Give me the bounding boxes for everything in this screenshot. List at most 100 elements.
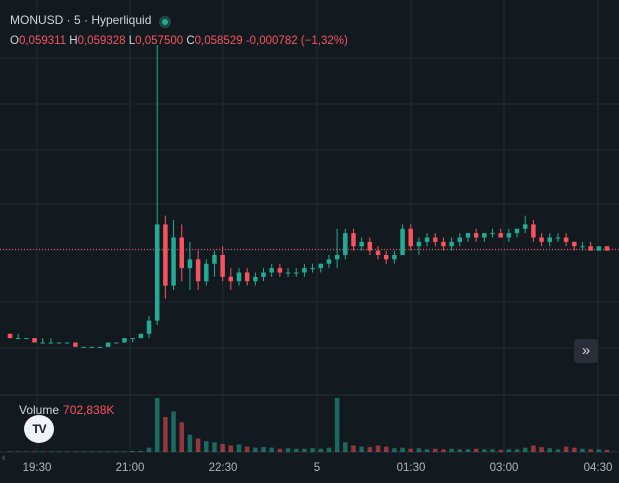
volume-bar [604, 449, 610, 452]
candle-body [64, 342, 70, 344]
candle-body [146, 320, 152, 334]
candle-body [522, 224, 528, 229]
candle-body [433, 237, 438, 242]
volume-bar [318, 448, 324, 452]
volume-bar [187, 434, 193, 452]
volume-bar [351, 445, 356, 452]
volume-bar [547, 448, 553, 452]
open-label: O [10, 35, 19, 47]
candle-body [588, 246, 593, 251]
volume-bar [277, 448, 283, 452]
volume-bar [261, 447, 266, 452]
candle-body [154, 224, 160, 321]
candle-body [293, 272, 299, 274]
candle-body [212, 255, 217, 264]
volume-bar [416, 448, 422, 452]
candle-body [400, 228, 405, 255]
candle-body [114, 342, 119, 344]
volume-bar [334, 398, 340, 452]
candle-body [253, 276, 258, 282]
candle-body [81, 346, 86, 348]
candle-body [105, 342, 111, 347]
volume-bar [212, 442, 217, 452]
candle-body [514, 228, 520, 234]
volume-bar [392, 448, 397, 452]
volume-bar [7, 451, 13, 452]
candle-body [310, 268, 315, 270]
scroll-to-realtime-button[interactable]: » [574, 339, 598, 363]
x-tick-label: 21:00 [115, 462, 145, 474]
volume-bar [588, 449, 593, 452]
volume-bar [580, 448, 585, 452]
low-value: 0,057500 [135, 35, 184, 47]
volume-bar [400, 447, 405, 452]
candle-body [555, 237, 561, 239]
volume-bar [228, 445, 234, 452]
volume-bar [343, 442, 348, 452]
candle-body [375, 250, 381, 255]
candle-body [130, 338, 135, 340]
volume-bar [555, 449, 561, 452]
volume-bar [531, 445, 536, 452]
candle-body [122, 338, 127, 343]
candle-body [408, 228, 413, 247]
candle-body [236, 272, 242, 282]
candle-body [179, 237, 184, 269]
volume-bar [563, 446, 569, 452]
high-label: H [69, 35, 78, 47]
candle-body [204, 263, 209, 282]
volume-value: 702,838K [63, 403, 115, 417]
candle-body [498, 233, 503, 238]
candle-body [318, 263, 324, 269]
candle-body [506, 233, 512, 238]
candle-body [580, 246, 585, 248]
scroll-left-icon[interactable]: ‹ [2, 452, 6, 464]
candle-body [465, 233, 471, 238]
candle-body [359, 241, 364, 247]
volume-bar [97, 451, 103, 452]
candle-body [285, 272, 291, 274]
volume-bar [105, 451, 111, 452]
volume-bar [171, 411, 176, 452]
tradingview-logo-icon[interactable]: TV [24, 415, 54, 443]
volume-bar [441, 449, 446, 452]
candle-body [171, 237, 176, 286]
candle-body [269, 268, 274, 273]
candle-body [97, 346, 103, 348]
x-tick-label: 03:00 [489, 462, 519, 474]
volume-bar [24, 451, 29, 452]
volume-bar [138, 450, 144, 452]
x-tick-label: 22:30 [208, 462, 238, 474]
volume-bar [433, 448, 438, 452]
volume-bar [130, 450, 135, 452]
volume-bar [457, 449, 463, 452]
volume-bar [310, 448, 315, 452]
volume-bar [48, 451, 54, 452]
volume-bar [236, 444, 242, 452]
candle-body [40, 342, 45, 344]
volume-bar [179, 422, 184, 452]
volume-bar [269, 447, 274, 452]
candle-body [277, 268, 283, 273]
candle-body [424, 237, 430, 242]
volume-bar [15, 451, 21, 452]
symbol-title[interactable]: MONUSD · 5 · Hyperliquid [10, 13, 152, 27]
volume-bar [163, 416, 168, 452]
candle-body [604, 246, 610, 251]
volume-bar [506, 449, 512, 452]
candle-body [326, 259, 332, 264]
volume-bar [56, 451, 62, 452]
candle-body [73, 342, 78, 347]
candle-body [473, 233, 479, 238]
volume-bar [146, 447, 152, 452]
candle-body [244, 272, 250, 282]
volume-bar [498, 449, 503, 452]
candle-body [572, 241, 577, 247]
x-tick-label: 01:30 [396, 462, 426, 474]
volume-legend[interactable]: Volume 702,838K [19, 403, 114, 417]
ohlc-values: O0,059311 H0,059328 L0,057500 C0,058529 … [10, 35, 348, 47]
volume-bar [81, 451, 86, 452]
volume-bar [195, 438, 201, 452]
